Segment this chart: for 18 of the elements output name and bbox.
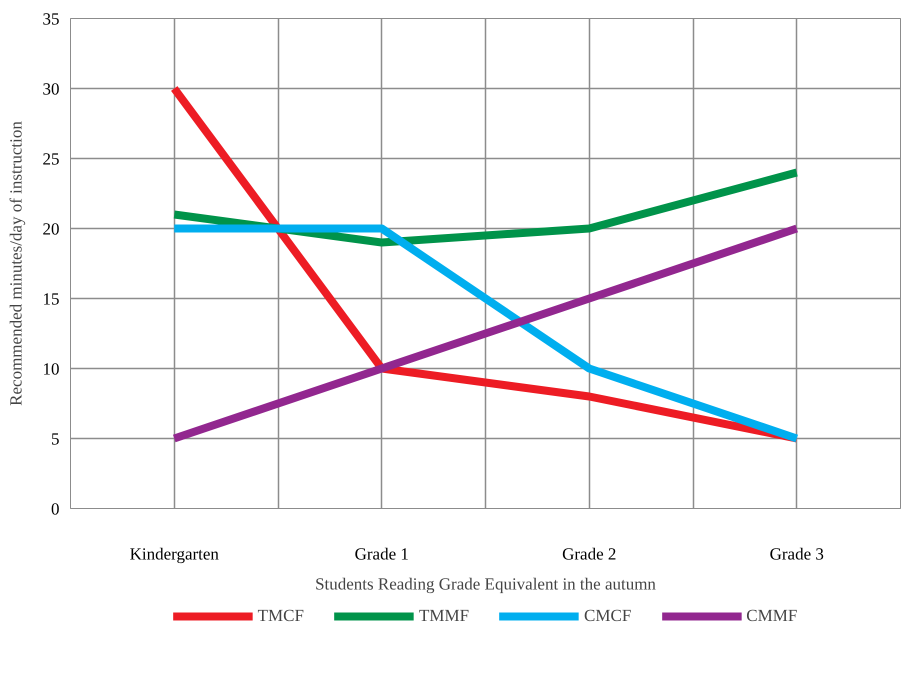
legend-label: TMMF	[418, 606, 470, 626]
legend-label: CMCF	[584, 606, 632, 626]
y-tick-label: 30	[42, 80, 60, 98]
y-tick-label: 20	[42, 220, 60, 238]
legend-label: CMMF	[746, 606, 798, 626]
y-tick-label: 10	[42, 360, 60, 378]
y-tick-label: 25	[42, 150, 60, 168]
x-tick-label: Grade 3	[770, 544, 824, 564]
x-tick-label: Grade 2	[562, 544, 616, 564]
y-axis-title: Recommended minutes/day of instruction	[6, 120, 26, 406]
x-tick-label: Grade 1	[354, 544, 409, 564]
y-tick-label: 5	[51, 430, 60, 448]
y-tick-label: 15	[42, 290, 60, 308]
y-tick-label: 0	[51, 500, 60, 518]
y-tick-label: 35	[42, 10, 60, 28]
x-tick-label: Kindergarten	[130, 544, 220, 564]
legend-label: TMCF	[258, 606, 304, 626]
x-axis-title: Students Reading Grade Equivalent in the autumn	[315, 574, 656, 594]
